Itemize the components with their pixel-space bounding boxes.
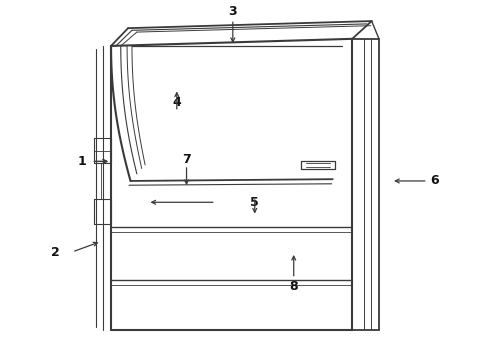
Text: 8: 8 <box>290 280 298 293</box>
Text: 7: 7 <box>182 153 191 166</box>
Text: 5: 5 <box>250 196 259 209</box>
Text: 1: 1 <box>78 155 87 168</box>
Text: 3: 3 <box>228 5 237 18</box>
Text: 2: 2 <box>51 246 60 258</box>
Text: 6: 6 <box>430 175 439 188</box>
Text: 4: 4 <box>172 96 181 109</box>
